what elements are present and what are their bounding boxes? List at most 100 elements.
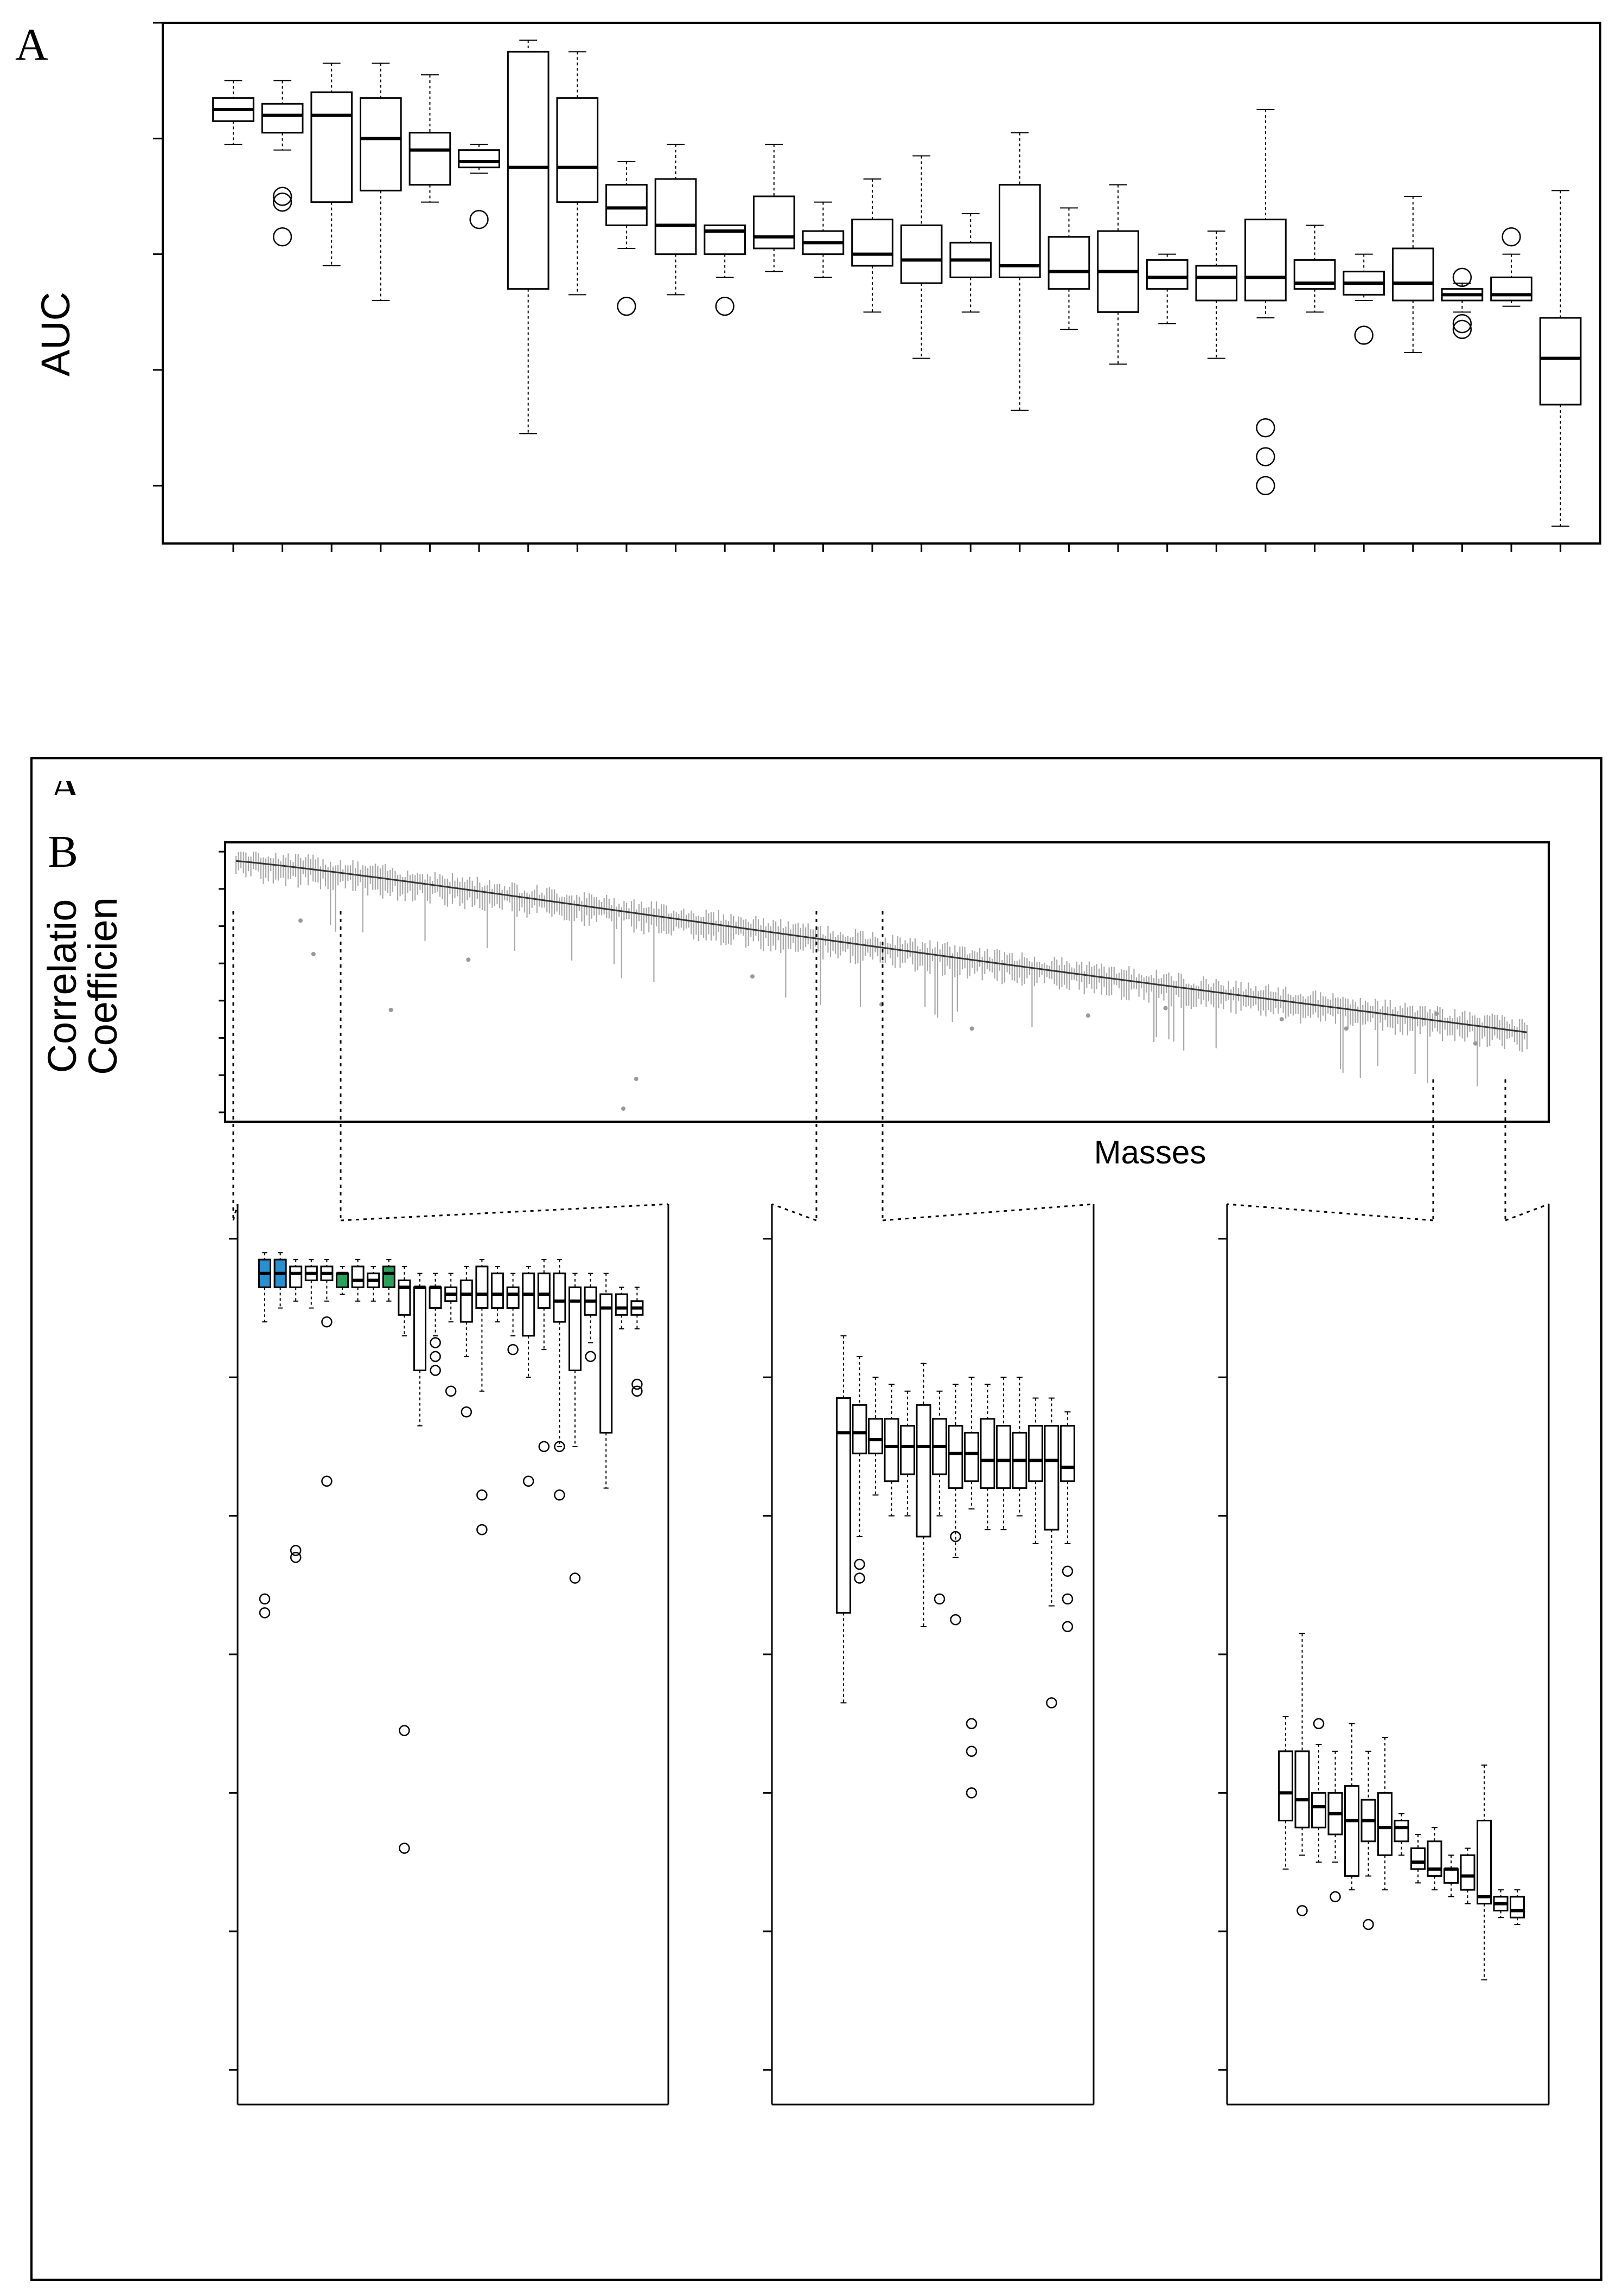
panel-a-box-22-outlier xyxy=(1256,447,1275,466)
panel-a-box-26-outlier xyxy=(1452,267,1472,287)
zoom-right-box-11-box xyxy=(1443,1868,1459,1884)
zoom-left-box-21-outlier xyxy=(569,1572,581,1584)
zoom-left-box-25-outlier xyxy=(631,1385,643,1397)
panel-b-letter: B xyxy=(48,827,78,877)
zoom-middle-box-2-box xyxy=(852,1404,867,1455)
zoom-left-box-20-outlier xyxy=(554,1489,565,1501)
zoom-middle-box-2-outlier xyxy=(854,1572,865,1584)
zoom-middle-box-3-box xyxy=(868,1418,883,1455)
panel-a-box-2-outlier xyxy=(272,192,292,212)
overview-outlier xyxy=(466,957,471,962)
zoom-left-box-10-outlier xyxy=(399,1725,410,1736)
panel-a-box-21-box xyxy=(1195,265,1238,302)
overview-outlier xyxy=(388,1008,393,1012)
zoom-left-box-6-box xyxy=(336,1272,349,1288)
zoom-left-box-5-outlier xyxy=(321,1475,333,1487)
panel-a-box-11-outlier xyxy=(715,296,734,316)
panel-b-zoom-left xyxy=(229,1204,669,2106)
zoom-left-box-13-outlier xyxy=(445,1385,457,1397)
overview-y-axis-title-line2: Coefficien xyxy=(80,897,125,1075)
zoom-right-box-5-box xyxy=(1344,1785,1359,1877)
zoom-left-box-19-outlier xyxy=(538,1441,550,1453)
zoom-left-box-14-outlier xyxy=(461,1406,472,1418)
zoom-left-box-14-box xyxy=(459,1279,473,1323)
overview-outlier xyxy=(1344,1026,1349,1031)
zoom-left-box-23-box xyxy=(599,1293,613,1434)
panel-a-box-22-box xyxy=(1244,219,1287,302)
panel-a-box-10-box xyxy=(654,178,697,255)
zoom-middle-box-8-outlier xyxy=(950,1531,961,1543)
overview-y-axis-title-line1: Correlatio xyxy=(40,899,85,1073)
zoom-right-box-12-box xyxy=(1460,1854,1476,1891)
zoom-left-box-1-outlier xyxy=(259,1607,271,1619)
zoom-right-box-3-outlier xyxy=(1313,1718,1325,1729)
zoom-middle-box-5-box xyxy=(900,1425,915,1475)
panel-a-box-14-box xyxy=(851,219,893,267)
overview-outlier xyxy=(750,974,755,979)
zoom-connector-line xyxy=(232,1204,239,1221)
panel-a-frame xyxy=(162,22,1601,545)
zoom-right-box-7-box xyxy=(1377,1792,1393,1856)
overview-median-line xyxy=(235,860,1528,1033)
overview-x-axis-title: Masses xyxy=(1094,1134,1206,1171)
zoom-connector-line xyxy=(340,1203,669,1221)
overview-outlier xyxy=(1473,1041,1478,1046)
zoom-middle-box-10-box xyxy=(980,1418,995,1489)
panel-a-box-3-box xyxy=(310,91,353,203)
zoom-middle-box-4-box xyxy=(884,1418,899,1482)
zoom-middle-box-9-outlier xyxy=(966,1745,978,1757)
panel-b-zoom-right xyxy=(1218,1204,1550,2106)
panel-a-box-18-box xyxy=(1047,236,1090,290)
panel-a-box-2-box xyxy=(261,103,304,134)
panel-a-box-26-outlier xyxy=(1452,314,1472,334)
zoom-right-box-15-box xyxy=(1510,1896,1525,1918)
panel-a-box-27-box xyxy=(1490,276,1532,302)
zoom-left-box-17-box xyxy=(506,1286,520,1309)
panel-a-box-22-outlier xyxy=(1256,476,1275,496)
zoom-left-box-24-box xyxy=(615,1293,628,1316)
panel-a-box-8-box xyxy=(556,97,599,203)
panel-a-box-9-outlier xyxy=(617,296,636,316)
zoom-left-box-11-box xyxy=(413,1286,426,1371)
panel-a-box-2-outlier xyxy=(272,227,292,247)
zoom-middle-box-15-outlier xyxy=(1062,1621,1074,1633)
panel-b-frame xyxy=(30,757,1602,2281)
zoom-left-box-15-outlier xyxy=(476,1489,488,1501)
overview-outlier xyxy=(1279,1017,1284,1022)
zoom-left-box-3-outlier xyxy=(290,1545,302,1556)
panel-a-box-9-box xyxy=(605,184,648,226)
zoom-right-box-2-outlier xyxy=(1296,1905,1308,1916)
zoom-middle-box-1-box xyxy=(836,1397,851,1614)
panel-a-box-4-box xyxy=(360,97,402,191)
zoom-connector-line xyxy=(1227,1203,1434,1221)
panel-a-box-5-box xyxy=(408,132,451,186)
zoom-right-box-1-box xyxy=(1278,1750,1293,1821)
overview-outlier xyxy=(1434,1011,1439,1016)
panel-a-box-7-box xyxy=(507,50,550,290)
zoom-right-box-2-box xyxy=(1294,1750,1310,1828)
panel-a-box-2-outlier xyxy=(272,187,292,206)
zoom-left-box-17-outlier xyxy=(507,1344,519,1355)
zoom-left-box-15-outlier xyxy=(476,1524,488,1536)
zoom-connector-line xyxy=(1505,1203,1549,1221)
zoom-right-box-3-box xyxy=(1311,1792,1326,1828)
zoom-right-box-8-box xyxy=(1394,1819,1409,1843)
panel-a-box-17-box xyxy=(999,184,1041,278)
zoom-left-box-25-outlier xyxy=(631,1378,643,1390)
panel-b-overview-plot: Correlatio Coefficien Masses xyxy=(40,841,1550,1171)
zoom-left-box-22-outlier xyxy=(585,1351,596,1363)
zoom-left-box-3-box xyxy=(289,1265,303,1288)
panel-a-box-12-box xyxy=(752,195,795,250)
zoom-left-box-9-box xyxy=(382,1265,395,1288)
overview-outlier xyxy=(621,1106,625,1111)
zoom-right-box-4-outlier xyxy=(1330,1891,1341,1903)
panel-a-letter: A xyxy=(15,20,48,70)
zoom-left-box-21-box xyxy=(569,1286,582,1371)
zoom-left-box-16-box xyxy=(491,1272,504,1309)
zoom-right-box-13-box xyxy=(1477,1819,1492,1905)
zoom-right-box-9-box xyxy=(1410,1847,1426,1870)
zoom-left-box-12-outlier xyxy=(430,1365,441,1376)
panel-b-zoom-middle xyxy=(763,1204,1095,2106)
zoom-middle-box-13-box xyxy=(1028,1425,1043,1482)
